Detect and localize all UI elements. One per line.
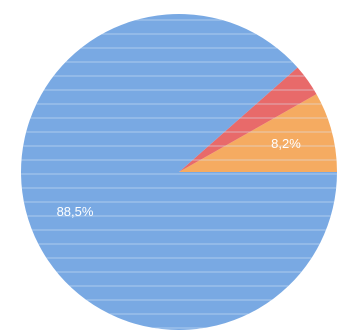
pie-slice-3	[21, 14, 337, 330]
pie-labels: 8,2% 88,5%	[57, 136, 302, 219]
pie-slice-1-label: 8,2%	[271, 136, 301, 151]
pie-slice-3-label: 88,5%	[57, 204, 94, 219]
pie-slice-1	[179, 94, 337, 172]
pie-slices	[21, 14, 337, 330]
